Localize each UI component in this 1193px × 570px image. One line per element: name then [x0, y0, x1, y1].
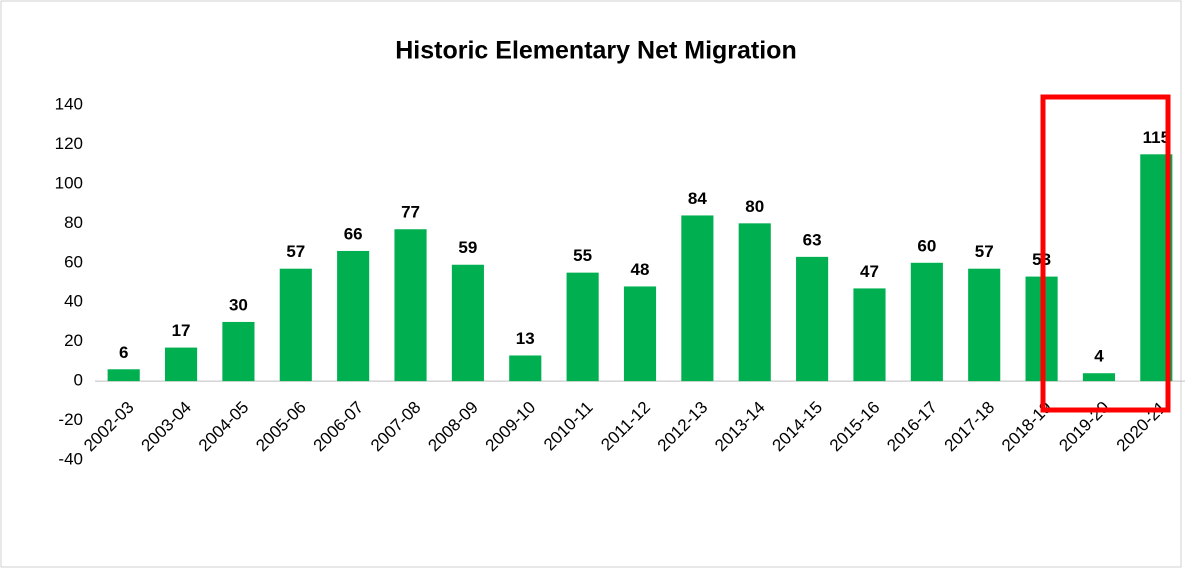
value-label: 48	[631, 260, 650, 279]
y-tick-label: 20	[64, 331, 83, 350]
bar	[164, 347, 198, 382]
chart-title: Historic Elementary Net Migration	[395, 37, 796, 65]
bar	[107, 369, 140, 382]
y-tick-label: 0	[74, 371, 83, 390]
value-label: 17	[172, 321, 191, 340]
bar	[623, 286, 657, 382]
bar	[394, 229, 427, 382]
bar	[796, 256, 829, 382]
value-label: 47	[860, 262, 879, 281]
bar	[1082, 373, 1116, 382]
bar	[853, 288, 886, 382]
bar	[738, 223, 771, 382]
y-tick-label: 40	[64, 292, 83, 311]
value-label: 115	[1143, 128, 1170, 147]
value-label: 77	[401, 203, 420, 222]
value-label: 6	[119, 343, 128, 362]
value-label: 60	[917, 236, 936, 255]
value-label: 66	[344, 224, 363, 243]
y-tick-label: 60	[64, 252, 83, 271]
bar	[451, 264, 484, 382]
bar	[222, 321, 255, 382]
y-tick-label: -40	[58, 449, 83, 468]
value-label: 59	[458, 238, 477, 257]
bar	[337, 250, 370, 382]
y-tick-label: 120	[55, 134, 83, 153]
value-label: 84	[688, 189, 707, 208]
y-tick-label: 100	[55, 173, 83, 192]
value-label: 13	[516, 329, 535, 348]
y-tick-label: 80	[64, 213, 83, 232]
bar	[968, 268, 1001, 382]
value-label: 80	[745, 197, 764, 216]
y-tick-label: 140	[55, 94, 83, 113]
value-label: 57	[975, 242, 994, 261]
value-label: 55	[573, 246, 592, 265]
bar	[279, 268, 312, 382]
bar	[681, 215, 714, 382]
bar	[509, 355, 542, 382]
value-label: 30	[229, 295, 248, 314]
value-label: 63	[803, 230, 822, 249]
bar	[566, 272, 599, 382]
highlight-box	[1040, 94, 1171, 413]
y-tick-label: -20	[58, 410, 83, 429]
bar	[910, 262, 943, 382]
value-label: 4	[1094, 347, 1104, 366]
value-label: 57	[286, 242, 305, 261]
